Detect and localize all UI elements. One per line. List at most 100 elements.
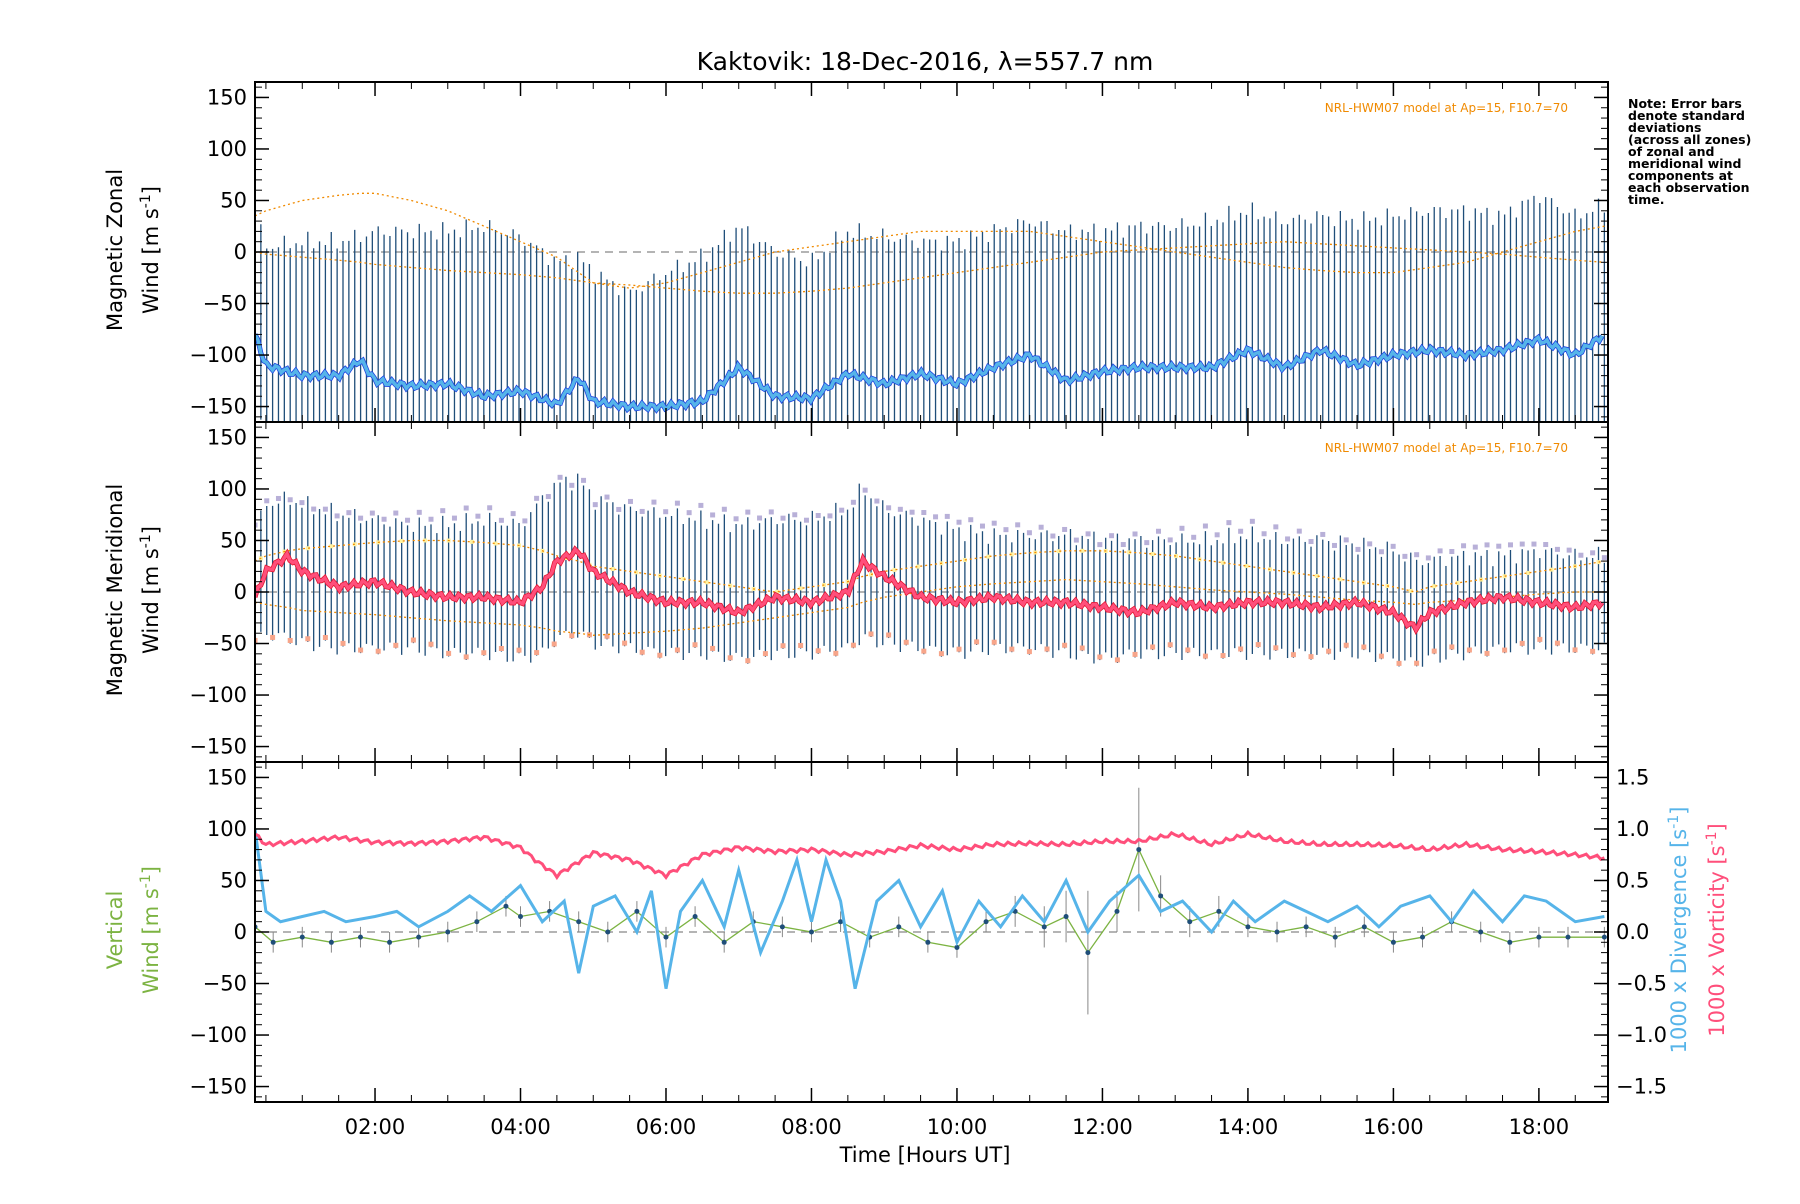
zone-point <box>692 642 698 648</box>
zone-point <box>487 505 493 511</box>
zone-point <box>1596 560 1601 565</box>
zone-point <box>1496 543 1502 549</box>
zone-point <box>921 510 927 516</box>
zone-point <box>481 650 487 656</box>
zone-point <box>681 576 686 581</box>
zone-point <box>1466 647 1472 653</box>
y-tick-label: −150 <box>189 735 247 759</box>
zone-point <box>592 502 598 508</box>
vertical-point <box>1303 924 1309 930</box>
chart-title: Kaktovik: 18-Dec-2016, λ=557.7 nm <box>697 47 1154 76</box>
zone-point <box>1255 642 1261 648</box>
zone-point <box>1355 546 1361 552</box>
zone-point <box>1320 531 1326 537</box>
note-line: denote standard <box>1628 108 1745 123</box>
zone-point <box>886 505 892 511</box>
zone-point <box>393 510 399 516</box>
zone-point <box>551 641 557 647</box>
vertical-point <box>1420 934 1426 940</box>
zone-point <box>1127 550 1132 555</box>
zone-point <box>610 567 615 572</box>
zone-point <box>1185 647 1191 653</box>
zone-point <box>428 516 434 522</box>
zone-point <box>833 650 839 656</box>
zone-point <box>815 513 821 519</box>
zone-point <box>968 517 974 523</box>
zone-point <box>745 509 751 515</box>
zone-point <box>1507 542 1513 548</box>
zone-point <box>1402 553 1408 559</box>
zone-point <box>1531 541 1537 547</box>
plot-area-vertical <box>255 787 1608 1015</box>
zone-point <box>255 637 258 643</box>
zone-point <box>1378 549 1384 555</box>
zone-point <box>399 539 404 544</box>
zone-point <box>604 494 610 500</box>
ylabel-zonal: Magnetic Zonal <box>103 169 127 331</box>
y-tick-label: −100 <box>189 683 247 707</box>
y-tick-label: 50 <box>220 528 247 552</box>
zone-point <box>1073 537 1079 543</box>
zone-point <box>1026 530 1032 536</box>
zone-point <box>1220 653 1226 659</box>
zone-point <box>299 500 305 506</box>
vertical-point <box>1390 939 1396 945</box>
zone-point <box>704 580 709 585</box>
model-label: NRL-HWM07 model at Ap=15, F10.7=70 <box>1325 101 1568 115</box>
zone-point <box>522 518 528 524</box>
x-tick-label: 16:00 <box>1363 1115 1424 1139</box>
zone-point <box>1526 570 1531 575</box>
plot-area-zonal <box>255 192 1608 422</box>
vertical-point <box>663 934 669 940</box>
zone-point <box>1566 547 1572 553</box>
zone-point <box>1191 534 1197 540</box>
zone-point <box>757 515 763 521</box>
zone-point <box>627 498 633 504</box>
ylabel-meridional: Magnetic Meridional <box>103 484 127 696</box>
y-tick-label: −50 <box>203 632 247 656</box>
y2-tick-label: 1.0 <box>1616 817 1649 841</box>
vertical-point <box>503 903 509 909</box>
zone-point <box>1472 544 1478 550</box>
zone-point <box>1155 528 1161 534</box>
zone-point <box>657 652 663 658</box>
zone-point <box>639 508 645 514</box>
y-tick-label: −100 <box>189 343 247 367</box>
zone-point <box>446 650 452 656</box>
zone-point <box>1003 527 1009 533</box>
zone-point <box>710 645 716 651</box>
zone-point <box>1202 523 1208 529</box>
model-curve <box>255 241 1605 294</box>
zone-point <box>1296 528 1302 534</box>
zone-point <box>322 635 328 641</box>
zone-point <box>815 648 821 654</box>
zone-point <box>1085 531 1091 537</box>
ylabel-zonal-units: Wind [m s-1] <box>138 186 163 314</box>
zone-point <box>1150 644 1156 650</box>
note-line: meridional wind <box>1628 156 1741 171</box>
zone-point <box>493 541 498 546</box>
zone-point <box>534 495 540 501</box>
y-tick-label: −150 <box>189 1075 247 1099</box>
zone-point <box>1554 546 1560 552</box>
zone-point <box>1455 580 1460 585</box>
zone-point <box>986 554 991 559</box>
vertical-point <box>1187 919 1193 925</box>
vertical-point <box>518 914 524 920</box>
zone-point <box>1484 542 1490 548</box>
zone-point <box>938 651 944 657</box>
zone-point <box>1502 647 1508 653</box>
vertical-point <box>779 924 785 930</box>
vertical-point <box>357 934 363 940</box>
zone-point <box>510 511 516 517</box>
zone-point <box>1549 567 1554 572</box>
zone-point <box>1114 657 1120 663</box>
zone-point <box>1056 549 1061 554</box>
zone-point <box>463 654 469 660</box>
zone-point <box>287 497 293 503</box>
zone-point <box>1261 531 1267 537</box>
note-line: (across all zones) <box>1628 132 1751 147</box>
zone-point <box>270 634 276 640</box>
zone-point <box>768 509 774 515</box>
